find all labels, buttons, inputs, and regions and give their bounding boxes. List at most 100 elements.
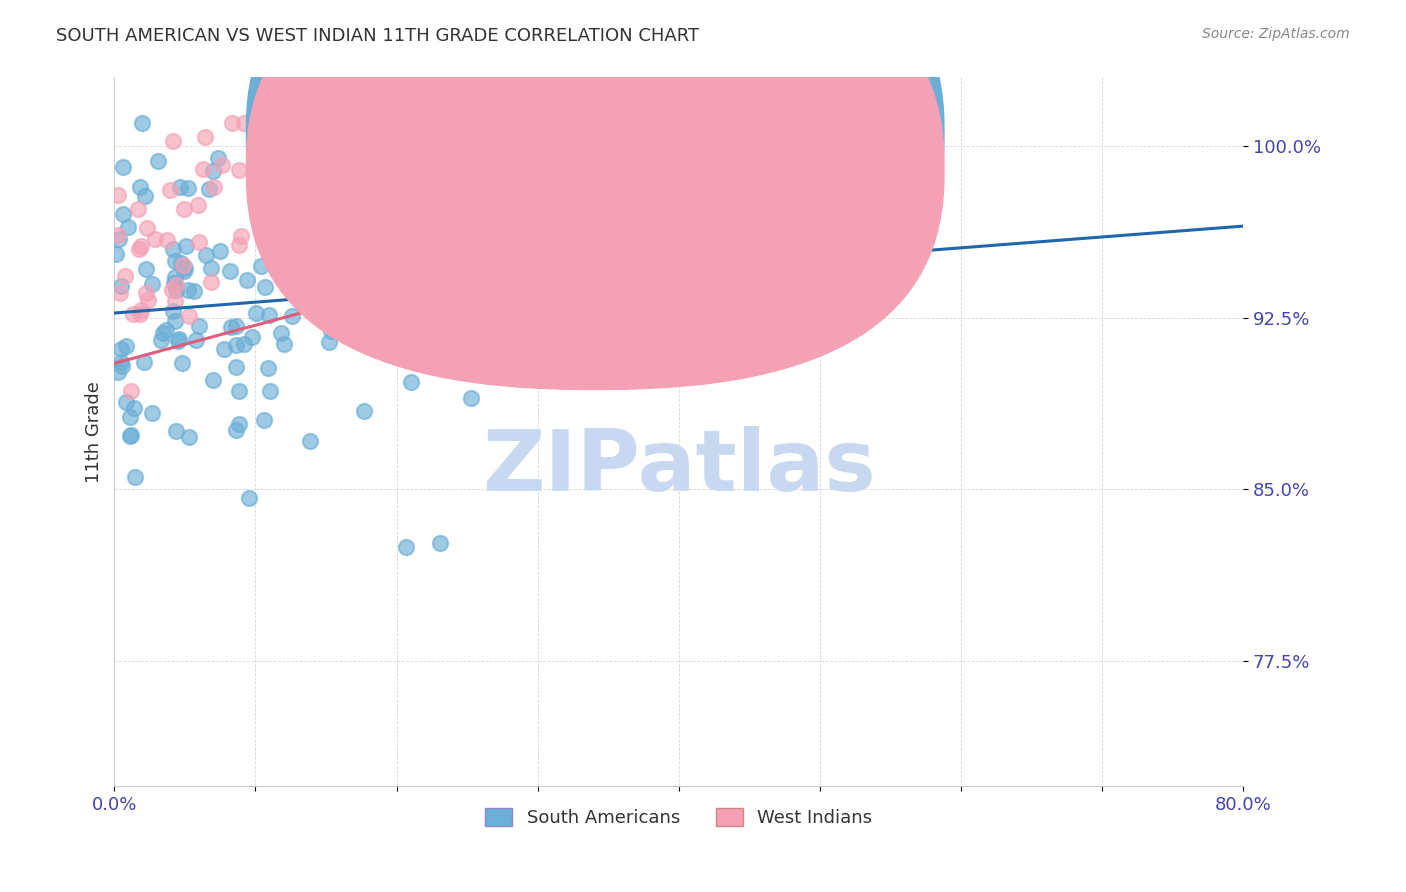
Point xyxy=(169,333,191,347)
Point xyxy=(297,145,319,159)
Point xyxy=(846,277,869,292)
FancyBboxPatch shape xyxy=(246,0,943,390)
Point xyxy=(173,202,195,217)
Point xyxy=(136,293,159,308)
Point xyxy=(156,233,179,247)
Point xyxy=(120,409,142,424)
Point xyxy=(107,365,129,379)
Text: 43: 43 xyxy=(808,162,832,180)
Point xyxy=(176,239,198,253)
Point xyxy=(169,180,191,194)
Point xyxy=(212,342,235,356)
Text: R =: R = xyxy=(612,127,647,145)
Point xyxy=(134,188,156,202)
Point xyxy=(110,278,132,293)
Point xyxy=(211,157,233,171)
Point xyxy=(152,326,174,340)
Text: N =: N = xyxy=(758,162,794,180)
Point xyxy=(110,342,132,356)
Point xyxy=(337,266,360,280)
Point xyxy=(135,220,157,235)
Point xyxy=(229,228,252,243)
Point xyxy=(170,256,193,270)
Point xyxy=(526,271,548,285)
Point xyxy=(111,359,134,373)
Point xyxy=(342,248,364,262)
Point xyxy=(402,337,425,351)
Point xyxy=(592,240,614,254)
Point xyxy=(127,202,149,216)
Point xyxy=(238,491,260,505)
Point xyxy=(257,361,280,376)
Point xyxy=(131,239,153,253)
Text: 0.458: 0.458 xyxy=(662,162,714,180)
Point xyxy=(207,151,229,165)
Point xyxy=(193,161,215,176)
Point xyxy=(228,163,250,178)
Point xyxy=(163,277,186,291)
Point xyxy=(162,303,184,318)
Point xyxy=(200,276,222,290)
Point xyxy=(107,232,129,246)
Point xyxy=(141,277,163,292)
Point xyxy=(395,540,418,554)
Point xyxy=(114,395,136,409)
Point xyxy=(163,314,186,328)
Point xyxy=(273,337,295,351)
Point xyxy=(111,160,134,174)
Point xyxy=(498,303,520,318)
Point xyxy=(120,427,142,442)
FancyBboxPatch shape xyxy=(571,103,898,209)
Point xyxy=(114,268,136,283)
Point xyxy=(115,339,138,353)
Point xyxy=(183,284,205,298)
Point xyxy=(162,134,184,148)
Point xyxy=(198,182,221,196)
Point xyxy=(179,309,201,323)
Point xyxy=(165,284,187,298)
Point xyxy=(242,330,264,344)
FancyBboxPatch shape xyxy=(246,0,943,354)
Point xyxy=(202,180,225,194)
Point xyxy=(344,263,367,277)
Point xyxy=(219,264,242,278)
Point xyxy=(264,116,287,130)
Point xyxy=(194,129,217,144)
Point xyxy=(172,355,194,369)
Point xyxy=(319,324,342,338)
Point xyxy=(121,307,143,321)
Point xyxy=(249,260,271,274)
Point xyxy=(509,251,531,265)
Legend: South Americans, West Indians: South Americans, West Indians xyxy=(478,800,880,834)
Point xyxy=(463,277,485,291)
Point xyxy=(264,227,287,242)
Point xyxy=(225,337,247,351)
Point xyxy=(209,244,232,258)
Point xyxy=(112,206,135,220)
Point xyxy=(274,206,297,220)
Text: ZIPatlas: ZIPatlas xyxy=(482,425,876,509)
Point xyxy=(225,424,247,438)
Point xyxy=(292,187,315,202)
Point xyxy=(387,277,409,291)
Point xyxy=(146,154,169,169)
Point xyxy=(135,262,157,277)
Point xyxy=(129,303,152,318)
Point xyxy=(232,337,254,351)
Point xyxy=(468,182,491,196)
Point xyxy=(243,191,266,205)
Point xyxy=(187,318,209,333)
Point xyxy=(399,375,422,389)
Point xyxy=(159,184,181,198)
Point xyxy=(163,253,186,268)
Point xyxy=(150,334,173,348)
Point xyxy=(177,181,200,195)
Point xyxy=(132,355,155,369)
Point xyxy=(128,242,150,256)
Point xyxy=(165,278,187,293)
Point xyxy=(246,141,269,155)
Point xyxy=(354,187,377,202)
Point xyxy=(232,116,254,130)
Point xyxy=(225,360,247,375)
Point xyxy=(124,470,146,484)
